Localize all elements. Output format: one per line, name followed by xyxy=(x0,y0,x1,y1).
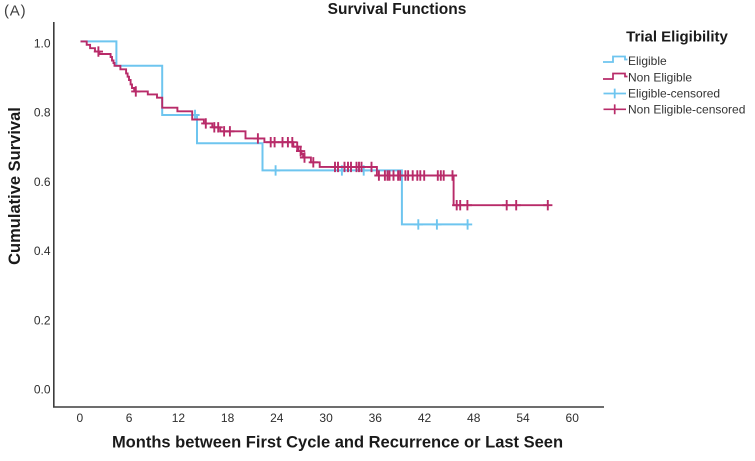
svg-text:0.0: 0.0 xyxy=(34,383,51,397)
svg-text:36: 36 xyxy=(369,411,383,425)
svg-text:0.2: 0.2 xyxy=(34,313,51,327)
svg-text:0.4: 0.4 xyxy=(34,244,51,258)
svg-text:0: 0 xyxy=(77,411,84,425)
svg-text:Trial Eligibility: Trial Eligibility xyxy=(626,29,728,46)
svg-text:(A): (A) xyxy=(4,3,26,20)
svg-text:0.6: 0.6 xyxy=(34,175,51,189)
svg-text:Cumulative Survival: Cumulative Survival xyxy=(6,107,24,265)
svg-text:0.8: 0.8 xyxy=(34,106,51,120)
svg-text:24: 24 xyxy=(270,411,284,425)
svg-text:6: 6 xyxy=(126,411,133,425)
svg-text:Survival Functions: Survival Functions xyxy=(328,1,467,18)
svg-text:18: 18 xyxy=(221,411,235,425)
svg-text:Non Eligible: Non Eligible xyxy=(628,71,692,85)
svg-text:Eligible: Eligible xyxy=(628,54,667,68)
svg-text:54: 54 xyxy=(516,411,530,425)
svg-text:48: 48 xyxy=(467,411,481,425)
svg-text:12: 12 xyxy=(172,411,186,425)
svg-text:30: 30 xyxy=(319,411,333,425)
svg-text:Non Eligible-censored: Non Eligible-censored xyxy=(628,103,745,117)
svg-text:60: 60 xyxy=(566,411,580,425)
svg-text:Months between First Cycle and: Months between First Cycle and Recurrenc… xyxy=(112,434,563,452)
svg-text:42: 42 xyxy=(418,411,432,425)
svg-text:Eligible-censored: Eligible-censored xyxy=(628,87,720,101)
svg-text:1.0: 1.0 xyxy=(34,37,51,51)
